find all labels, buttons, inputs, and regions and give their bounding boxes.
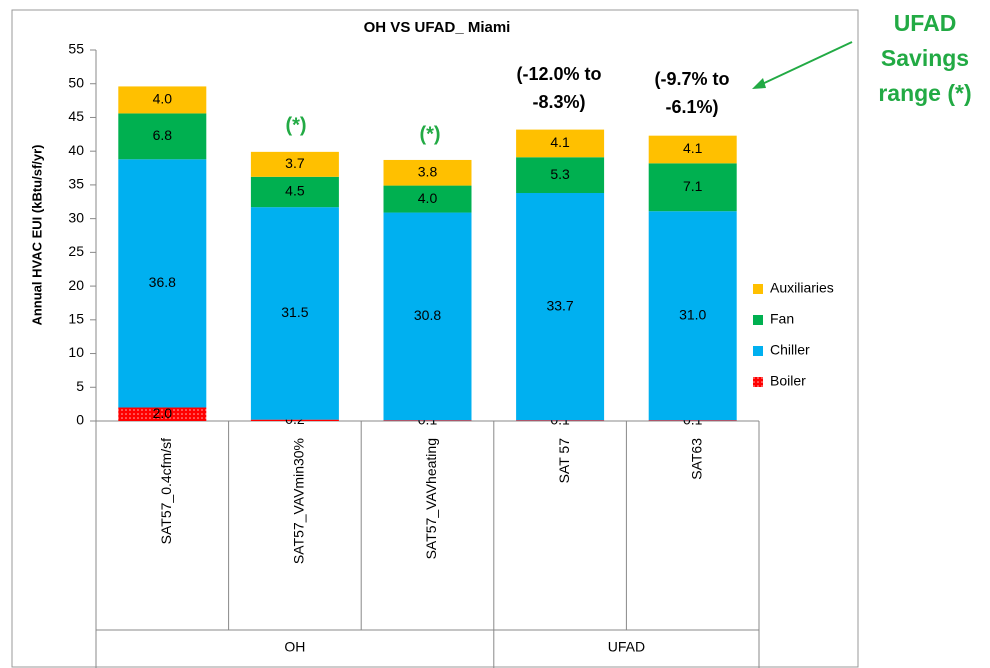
bar-segment bbox=[250, 207, 339, 420]
annotation: (-12.0% to bbox=[516, 64, 601, 84]
y-axis-label: Annual HVAC EUI (kBtu/sf/yr) bbox=[29, 144, 44, 325]
legend-swatch bbox=[753, 315, 763, 325]
data-label: 31.5 bbox=[281, 304, 308, 320]
data-label: 4.1 bbox=[683, 140, 703, 156]
annotation: -6.1%) bbox=[665, 97, 718, 117]
data-label: 31.0 bbox=[679, 306, 706, 322]
y-tick-label: 45 bbox=[68, 108, 84, 124]
callout-arrowhead bbox=[752, 78, 766, 89]
chart-title: OH VS UFAD_ Miami bbox=[364, 19, 511, 36]
data-label: 3.8 bbox=[418, 163, 438, 179]
bar-segment bbox=[118, 407, 207, 421]
data-label: 4.5 bbox=[285, 183, 305, 199]
bar-segment bbox=[250, 176, 339, 208]
y-tick-label: 0 bbox=[76, 412, 84, 428]
group-label: OH bbox=[284, 639, 305, 655]
callout-text: UFAD bbox=[894, 10, 957, 36]
data-label: 6.8 bbox=[153, 127, 173, 143]
x-tick-label: SAT57_VAVheating bbox=[423, 438, 439, 559]
y-tick-label: 30 bbox=[68, 209, 84, 225]
y-tick-label: 5 bbox=[76, 378, 84, 394]
legend-swatch bbox=[753, 284, 763, 294]
chart-frame bbox=[11, 9, 859, 668]
bar-segment bbox=[648, 420, 737, 421]
y-tick-label: 50 bbox=[68, 74, 84, 90]
y-tick-label: 40 bbox=[68, 142, 84, 158]
bar-segment bbox=[383, 185, 472, 213]
x-tick-label: SAT57_0.4cfm/sf bbox=[158, 438, 174, 544]
legend-label: Chiller bbox=[770, 342, 810, 358]
data-label: 2.0 bbox=[153, 405, 173, 421]
legend-label: Boiler bbox=[770, 373, 806, 389]
bar-segment bbox=[383, 212, 472, 421]
bar-segment bbox=[516, 193, 605, 421]
data-label: 5.3 bbox=[550, 166, 570, 182]
legend-label: Fan bbox=[770, 311, 794, 327]
data-label: 4.1 bbox=[550, 134, 570, 150]
bar-segment bbox=[118, 113, 207, 160]
bar-segment bbox=[383, 420, 472, 421]
annotation: (*) bbox=[419, 123, 440, 145]
annotation: (-9.7% to bbox=[654, 69, 729, 89]
annotation: (*) bbox=[285, 114, 306, 136]
x-tick-label: SAT 57 bbox=[556, 438, 572, 484]
y-tick-label: 20 bbox=[68, 277, 84, 293]
x-tick-label: SAT63 bbox=[688, 438, 704, 480]
bar-segment bbox=[516, 129, 605, 158]
annotation: -8.3%) bbox=[532, 92, 585, 112]
bar-segment bbox=[648, 211, 737, 421]
y-tick-label: 55 bbox=[68, 41, 84, 57]
bar-segment bbox=[250, 419, 339, 421]
bar-segment bbox=[516, 420, 605, 421]
legend-label: Auxiliaries bbox=[770, 280, 834, 296]
data-label: 4.0 bbox=[418, 190, 438, 206]
y-tick-label: 10 bbox=[68, 344, 84, 360]
bar-segment bbox=[118, 86, 207, 114]
data-label: 36.8 bbox=[149, 274, 176, 290]
data-label: 30.8 bbox=[414, 307, 441, 323]
data-label: 4.0 bbox=[153, 91, 173, 107]
bar-segment bbox=[516, 157, 605, 194]
legend-swatch bbox=[753, 377, 763, 387]
callout-arrow bbox=[759, 41, 853, 86]
bar-segment bbox=[118, 159, 207, 408]
legend-swatch bbox=[753, 346, 763, 356]
y-tick-label: 35 bbox=[68, 176, 84, 192]
bar-segment bbox=[648, 163, 737, 212]
callout-text: Savings bbox=[881, 45, 969, 71]
bar-segment bbox=[250, 151, 339, 177]
data-label: 3.7 bbox=[285, 155, 305, 171]
bar-segment bbox=[383, 159, 472, 186]
bar-segment bbox=[648, 135, 737, 164]
callout-text: range (*) bbox=[878, 80, 971, 106]
y-tick-label: 25 bbox=[68, 243, 84, 259]
data-label: 7.1 bbox=[683, 178, 703, 194]
data-label: 33.7 bbox=[546, 297, 573, 313]
group-label: UFAD bbox=[608, 639, 645, 655]
y-tick-label: 15 bbox=[68, 311, 84, 327]
x-tick-label: SAT57_VAVmin30% bbox=[291, 438, 307, 564]
